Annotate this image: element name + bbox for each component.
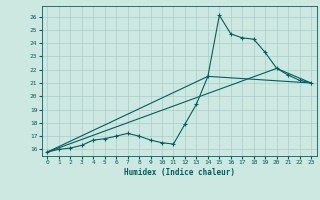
X-axis label: Humidex (Indice chaleur): Humidex (Indice chaleur) [124, 168, 235, 177]
